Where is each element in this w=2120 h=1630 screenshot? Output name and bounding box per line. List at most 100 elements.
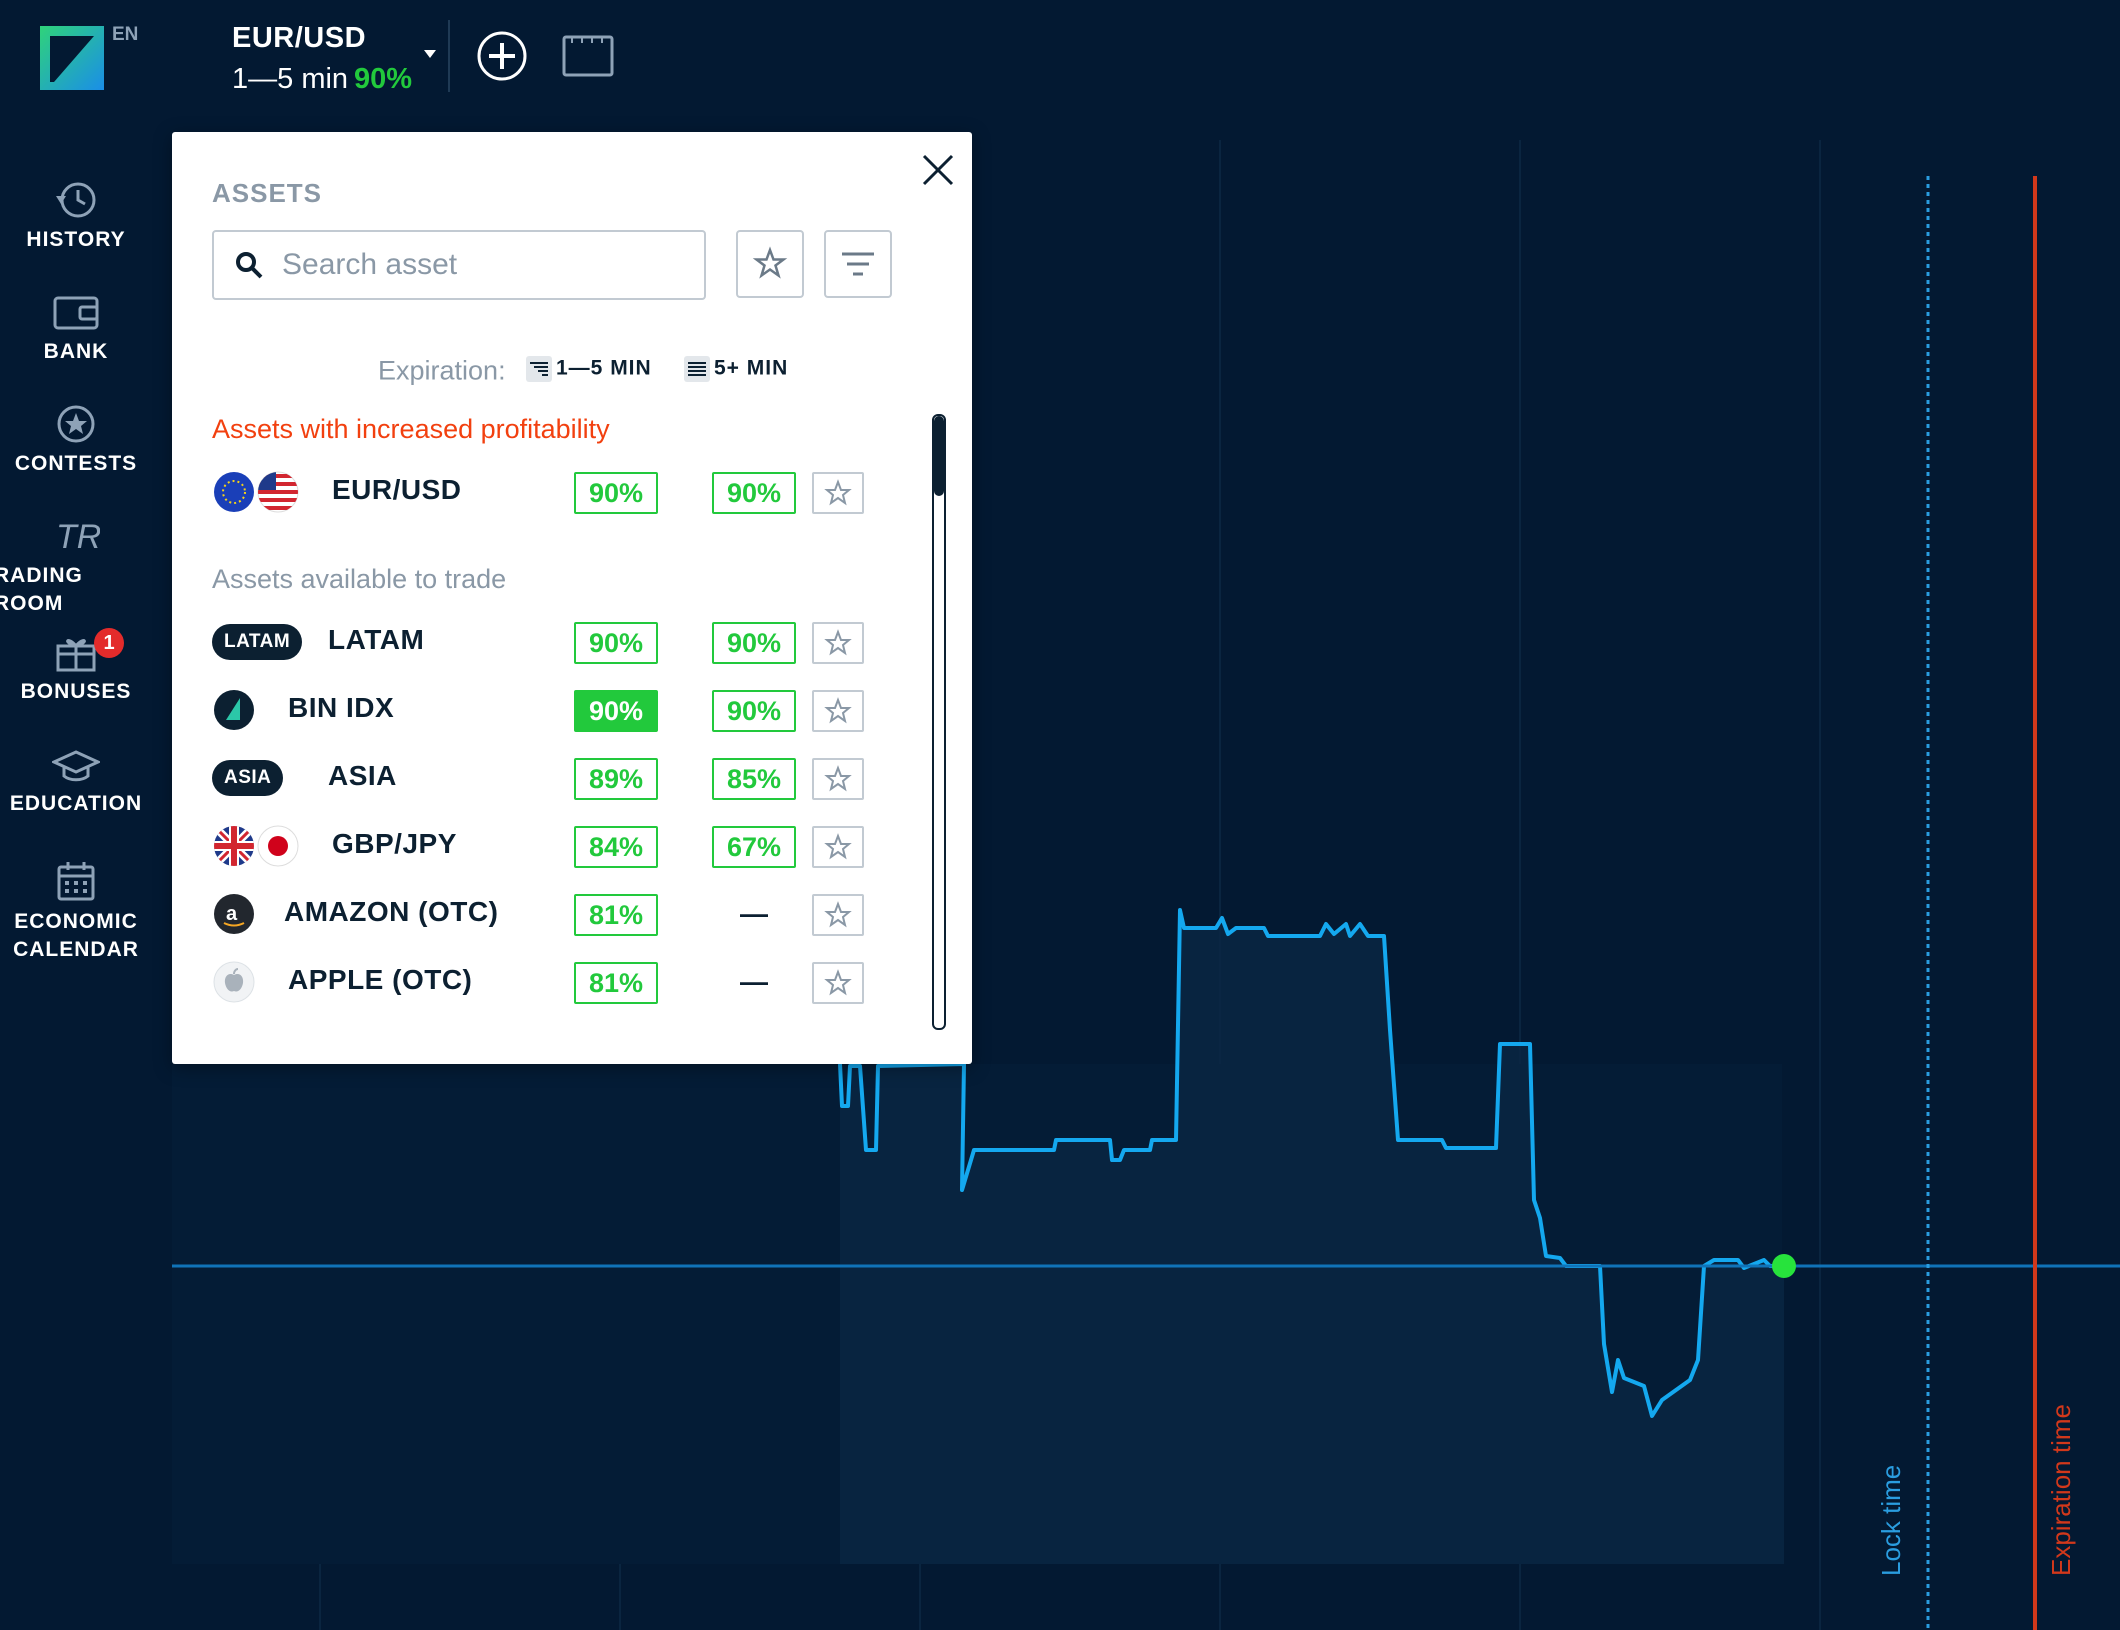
asset-name: AMAZON (OTC)	[284, 896, 499, 927]
sidebar-item-contests[interactable]: CONTESTS	[0, 404, 152, 478]
search-field[interactable]	[212, 230, 706, 300]
sidebar-item-history[interactable]: HISTORY	[0, 180, 152, 254]
star-icon	[824, 969, 852, 996]
payout-long: 90%	[712, 472, 796, 514]
brand-logo[interactable]	[40, 26, 104, 90]
sidebar-item-label: EDUCATION	[9, 792, 143, 815]
svg-text:TR: TR	[56, 518, 100, 556]
scroll-thumb[interactable]	[934, 416, 944, 496]
asset-row-gbp-jpy[interactable]: GBP/JPY 84% 67%	[212, 814, 892, 874]
layout-icon[interactable]	[562, 34, 614, 78]
graduation-cap-icon	[52, 750, 100, 782]
current-asset-payout: 90%	[354, 63, 413, 95]
payout-long: 85%	[712, 758, 796, 800]
price-line	[838, 908, 1784, 1418]
expiration-time-label: Expiration time	[2046, 1404, 2076, 1576]
asset-name: BIN IDX	[288, 692, 395, 723]
section-available-label: Assets available to trade	[212, 564, 507, 594]
asset-name: LATAM	[328, 624, 425, 655]
current-asset-selector[interactable]: EUR/USD 1—5 min 90%	[232, 18, 452, 98]
favorite-star-button[interactable]	[812, 962, 864, 1004]
section-hot-label: Assets with increased profitability	[212, 414, 610, 444]
star-icon	[752, 246, 788, 279]
payout-short: 90%	[574, 690, 658, 732]
sidebar-item-trading-room[interactable]: TR RADING ROOM	[0, 516, 152, 618]
gift-icon	[56, 639, 96, 672]
star-circle-icon	[57, 405, 95, 443]
payout-short: 90%	[574, 622, 658, 664]
sort-icon	[526, 356, 552, 382]
filter-button[interactable]	[824, 230, 892, 298]
star-icon	[824, 765, 852, 792]
eur-usd-flags-icon	[214, 471, 299, 513]
favorite-star-button[interactable]	[812, 826, 864, 868]
favorite-star-button[interactable]	[812, 622, 864, 664]
payout-short: 89%	[574, 758, 658, 800]
close-icon[interactable]	[918, 150, 958, 190]
payout-short: 81%	[574, 962, 658, 1004]
sidebar-item-label: RADING ROOM	[0, 564, 83, 615]
wallet-icon	[53, 296, 99, 330]
sidebar-item-label: HISTORY	[26, 228, 126, 251]
modal-title: ASSETS	[212, 178, 323, 208]
sidebar-item-label: BANK	[43, 340, 109, 363]
star-icon	[824, 901, 852, 928]
asset-row-eur-usd[interactable]: EUR/USD 90% 90%	[212, 460, 892, 520]
search-icon	[236, 252, 263, 279]
latam-pill: LATAM	[212, 624, 303, 660]
asset-row-amazon[interactable]: a AMAZON (OTC) 81% —	[212, 882, 892, 942]
filter-icon	[842, 252, 874, 276]
amazon-icon: a	[214, 894, 254, 934]
star-icon	[824, 629, 852, 656]
expiration-option-short[interactable]: 1—5 MIN	[526, 356, 652, 390]
sidebar-item-label: BONUSES	[20, 680, 132, 703]
payout-long: 90%	[712, 622, 796, 664]
expiration-label: Expiration:	[378, 355, 506, 386]
star-icon	[824, 833, 852, 860]
asset-name: EUR/USD	[332, 474, 462, 505]
asset-row-latam[interactable]: LATAM LATAM 90% 90%	[212, 610, 892, 670]
payout-long: 67%	[712, 826, 796, 868]
favorite-star-button[interactable]	[812, 690, 864, 732]
current-asset-name: EUR/USD	[232, 22, 367, 54]
header-divider	[448, 20, 450, 92]
search-input[interactable]	[280, 242, 684, 288]
expiration-row: Expiration:	[378, 354, 506, 394]
language-selector[interactable]: EN	[112, 24, 139, 45]
sidebar-item-label: ECONOMIC CALENDAR	[13, 910, 139, 961]
gbp-jpy-flags-icon	[214, 825, 299, 867]
payout-long: 90%	[712, 690, 796, 732]
asset-row-asia[interactable]: ASIA ASIA 89% 85%	[212, 746, 892, 806]
sidebar-item-bonuses[interactable]: 1 BONUSES	[0, 628, 152, 706]
star-icon	[824, 697, 852, 724]
trading-room-icon: TR	[56, 518, 100, 556]
payout-short: 81%	[574, 894, 658, 936]
asset-row-bin-idx[interactable]: BIN IDX 90% 90%	[212, 678, 892, 738]
favorite-star-button[interactable]	[812, 758, 864, 800]
chevron-down-icon[interactable]	[424, 50, 436, 58]
history-icon	[56, 182, 96, 218]
sidebar-item-bank[interactable]: BANK	[0, 292, 152, 366]
payout-short: 84%	[574, 826, 658, 868]
favorites-filter-button[interactable]	[736, 230, 804, 298]
bonuses-badge: 1	[94, 628, 124, 658]
chart-area-fill	[840, 910, 1784, 1564]
payout-long: —	[740, 898, 768, 929]
expiration-option-long[interactable]: 5+ MIN	[684, 356, 788, 390]
payout-long: —	[740, 966, 768, 997]
sidebar-item-education[interactable]: EDUCATION	[0, 748, 152, 818]
favorite-star-button[interactable]	[812, 894, 864, 936]
assets-scrollbar[interactable]	[932, 414, 946, 1030]
current-price-dot	[1772, 1254, 1796, 1278]
asset-row-apple[interactable]: APPLE (OTC) 81% —	[212, 950, 892, 1010]
asset-name: APPLE (OTC)	[288, 964, 473, 995]
sidebar-item-label: CONTESTS	[14, 452, 138, 475]
lock-time-label: Lock time	[1876, 1464, 1906, 1576]
sidebar-item-economic-calendar[interactable]: ECONOMIC CALENDAR	[0, 860, 152, 964]
binidx-logo-icon	[214, 690, 254, 730]
add-chart-button[interactable]	[476, 30, 528, 82]
star-icon	[824, 479, 852, 506]
calendar-icon	[57, 862, 95, 901]
favorite-star-button[interactable]	[812, 472, 864, 514]
